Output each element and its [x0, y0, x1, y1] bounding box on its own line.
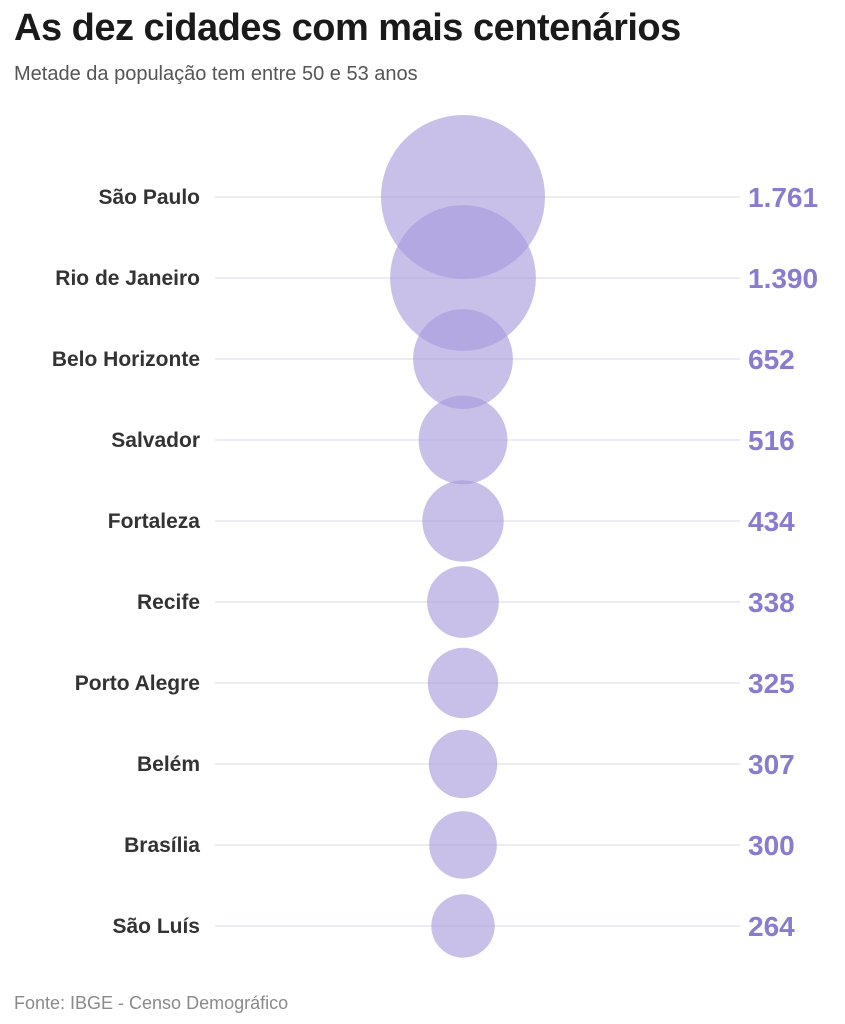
value-label: 434	[748, 506, 795, 537]
category-label: Belém	[137, 753, 200, 776]
category-label: São Paulo	[98, 186, 200, 209]
category-label: São Luís	[112, 915, 200, 938]
chart-subtitle: Metade da população tem entre 50 e 53 an…	[14, 63, 418, 85]
value-label: 516	[748, 425, 795, 456]
bubble	[427, 566, 499, 638]
bubble	[390, 205, 536, 351]
value-label: 1.761	[748, 182, 818, 213]
bubble	[429, 811, 497, 879]
bubble	[431, 894, 495, 958]
value-label: 325	[748, 668, 795, 699]
value-label: 1.390	[748, 263, 818, 294]
bubble	[427, 647, 499, 719]
category-labels: São Paulo Rio de Janeiro Belo Horizonte Sal…	[52, 186, 200, 938]
category-label: Porto Alegre	[75, 672, 200, 695]
bubble	[428, 729, 498, 799]
category-label: Brasília	[124, 834, 200, 857]
value-label: 264	[748, 911, 795, 942]
bubble	[422, 480, 504, 562]
category-label: Rio de Janeiro	[55, 267, 200, 290]
bubbles	[381, 115, 545, 958]
value-label: 300	[748, 830, 795, 861]
category-label: Belo Horizonte	[52, 348, 200, 371]
source-note: Fonte: IBGE - Censo Demográfico	[14, 993, 289, 1013]
category-label: Recife	[137, 591, 200, 614]
bubble	[418, 395, 508, 485]
value-label: 307	[748, 749, 795, 780]
category-label: Fortaleza	[108, 510, 201, 533]
category-label: Salvador	[111, 429, 200, 452]
value-label: 652	[748, 344, 795, 375]
value-labels: 1.761 1.390 652 516 434 338 325 307 300 264	[748, 182, 818, 942]
value-label: 338	[748, 587, 795, 618]
chart-title: As dez cidades com mais centenários	[14, 7, 681, 49]
bubble	[413, 309, 513, 409]
